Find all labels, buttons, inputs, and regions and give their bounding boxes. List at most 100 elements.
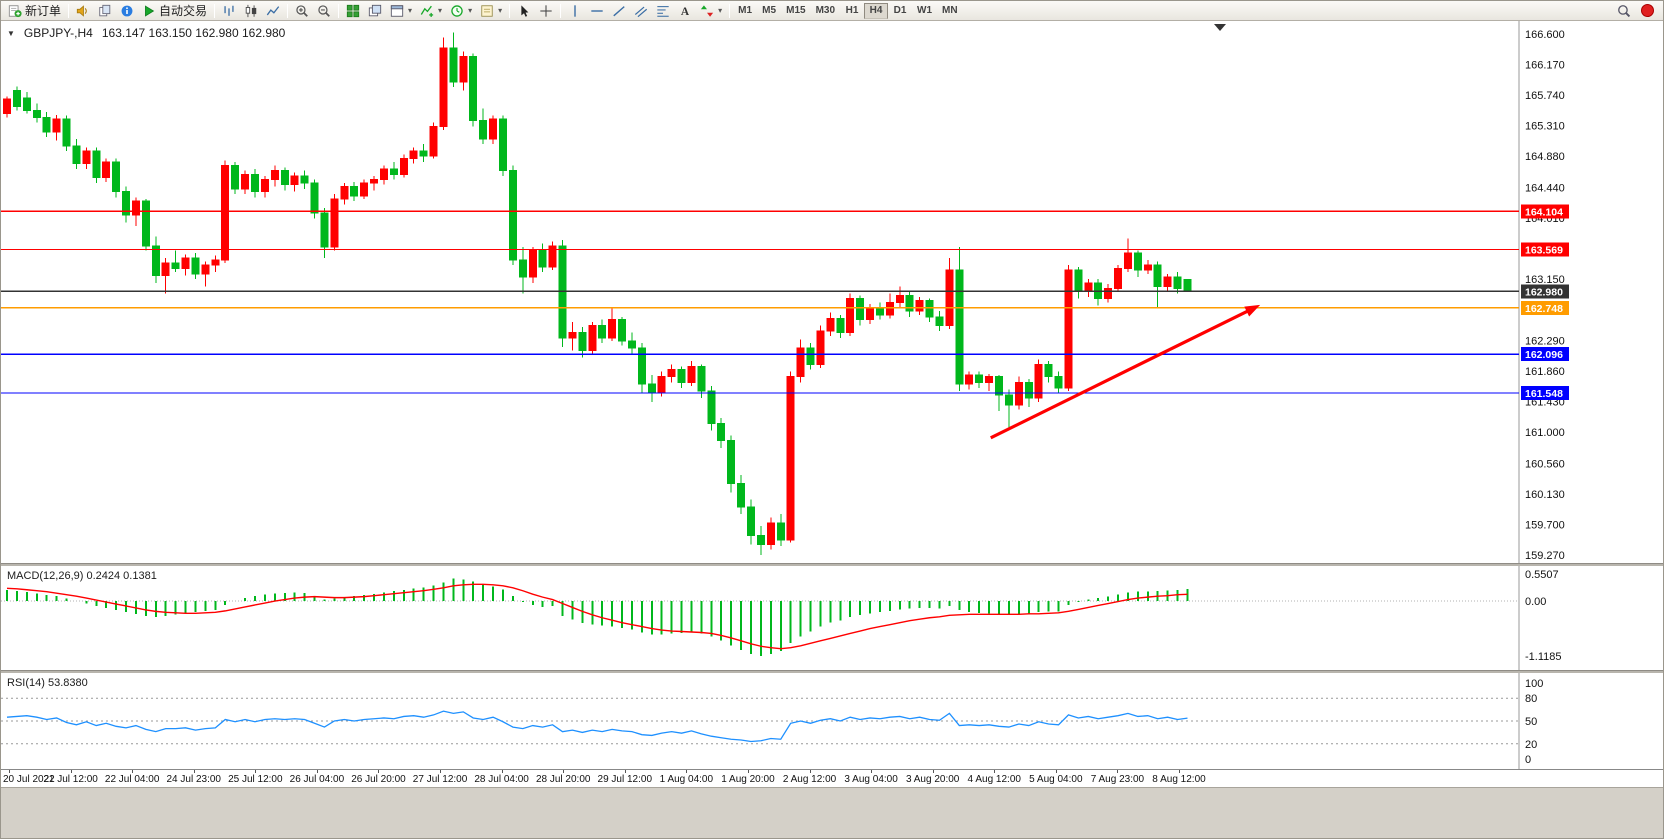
vline-icon [574,4,576,17]
dropdown-caret-icon: ▾ [468,6,473,15]
time-tick [932,770,934,773]
panel-splitter[interactable] [1,670,1663,673]
arrows-icon[interactable]: ▾ [696,2,726,20]
candle [925,298,934,322]
toolbar-separator [729,3,731,18]
candle [1084,279,1093,297]
price-tick-label: 161.860 [1525,366,1565,378]
textA-icon: A [681,5,690,17]
periods-icon[interactable]: ▾ [446,2,476,20]
crosshair-icon[interactable] [535,2,557,20]
candle [449,32,458,88]
time-label: 5 Aug 04:00 [1029,774,1083,785]
autotrading-button[interactable]: 自动交易 [138,2,211,20]
trend-arrow[interactable] [990,308,1252,440]
line-chart-icon[interactable] [262,2,284,20]
candle [697,364,706,398]
candle [1054,371,1063,394]
timeframe-m1[interactable]: M1 [733,3,757,19]
trendline-icon[interactable] [608,2,630,20]
zoom-in-icon[interactable] [291,2,313,20]
tile-windows-icon[interactable] [342,2,364,20]
candle [22,92,31,114]
rsi-axis[interactable]: 100 80 50 20 0 [1525,678,1543,766]
indicators-icon[interactable]: ▾ [416,2,446,20]
bar-chart-icon[interactable] [218,2,240,20]
candle [340,183,349,205]
timeframe-mn[interactable]: MN [937,3,963,19]
macd-tick-label: 0.5507 [1525,569,1559,581]
timeframe-m30[interactable]: M30 [811,3,840,19]
rsi-panel[interactable]: 100 80 50 20 0 [1,673,1664,769]
timeframe-m15[interactable]: M15 [781,3,810,19]
candle [558,240,567,347]
chart-title: ▼ GBPJPY-,H4 163.147 163.150 162.980 162… [7,26,285,40]
svg-text:161.548: 161.548 [1525,388,1563,400]
main-price-chart[interactable]: 166.600 166.170 165.740 165.310 164.880 164.4… [1,21,1664,563]
vertical-line-icon[interactable] [564,2,586,20]
toolbar-separator [509,3,511,18]
fibonacci-icon[interactable] [652,2,674,20]
candle [370,176,379,191]
candle [786,371,795,543]
time-tick [563,770,565,773]
candle [231,161,240,194]
candle [508,165,517,265]
notification-badge[interactable] [1641,4,1654,17]
chart-collapse-icon[interactable]: ▼ [7,28,15,38]
linechart-icon [266,5,280,15]
fibo-icon [657,5,669,17]
toolbar-separator [214,3,216,18]
candle [796,339,805,383]
new-chart-icon[interactable]: ▾ [386,2,416,20]
horizontal-line-icon[interactable] [586,2,608,20]
timeframe-w1[interactable]: W1 [912,3,937,19]
timeframe-h4[interactable]: H4 [864,2,889,19]
sound-alert-icon[interactable] [72,2,94,20]
candlestick-chart-icon[interactable] [240,2,262,20]
info-icon [121,5,133,16]
hline-icon [591,9,603,12]
cursor-icon[interactable] [513,2,535,20]
templates-icon[interactable]: ▾ [476,2,506,20]
candle [479,108,488,145]
equidistant-channel-icon[interactable] [630,2,652,20]
info-icon[interactable] [116,2,138,20]
channel-icon [635,6,648,17]
candle [171,250,180,273]
candle [727,435,736,493]
candle [518,247,527,294]
panel-splitter[interactable] [1,563,1663,566]
new-order-button[interactable]: 新订单 [4,2,65,20]
candle [846,293,855,337]
candle [1064,264,1073,391]
search-icon[interactable] [1613,2,1635,20]
new-order-icon [8,4,22,17]
candle [598,319,607,344]
price-tick-label: 164.440 [1525,182,1565,194]
history-center-icon[interactable] [94,2,116,20]
toolbar-separator [560,3,562,18]
time-label: 20 Jul 2022 [3,774,55,785]
timeframe-m5[interactable]: M5 [757,3,781,19]
price-tick-label: 160.560 [1525,458,1565,470]
candle [568,321,577,351]
time-axis[interactable]: 20 Jul 2022 21 Jul 12:00 22 Jul 04:00 24 Ju… [1,769,1663,787]
svg-text:A: A [681,5,690,17]
zoom-out-icon[interactable] [313,2,335,20]
timeframe-d1[interactable]: D1 [888,3,912,19]
candle [300,170,309,189]
candle [52,114,61,141]
macd-histogram [6,578,1189,657]
chart-shift-marker[interactable] [1214,24,1226,31]
files-icon [99,4,111,16]
text-label-icon[interactable]: A [674,2,696,20]
macd-panel[interactable]: 0.5507 0.00 -1.1185 [1,566,1664,670]
candle [578,326,587,358]
chart-symbol-period: GBPJPY-,H4 [23,26,93,40]
cascade-windows-icon[interactable] [364,2,386,20]
toolbar-separator [287,3,289,18]
timeframe-h1[interactable]: H1 [840,3,864,19]
macd-axis[interactable]: 0.5507 0.00 -1.1185 [1525,569,1562,663]
